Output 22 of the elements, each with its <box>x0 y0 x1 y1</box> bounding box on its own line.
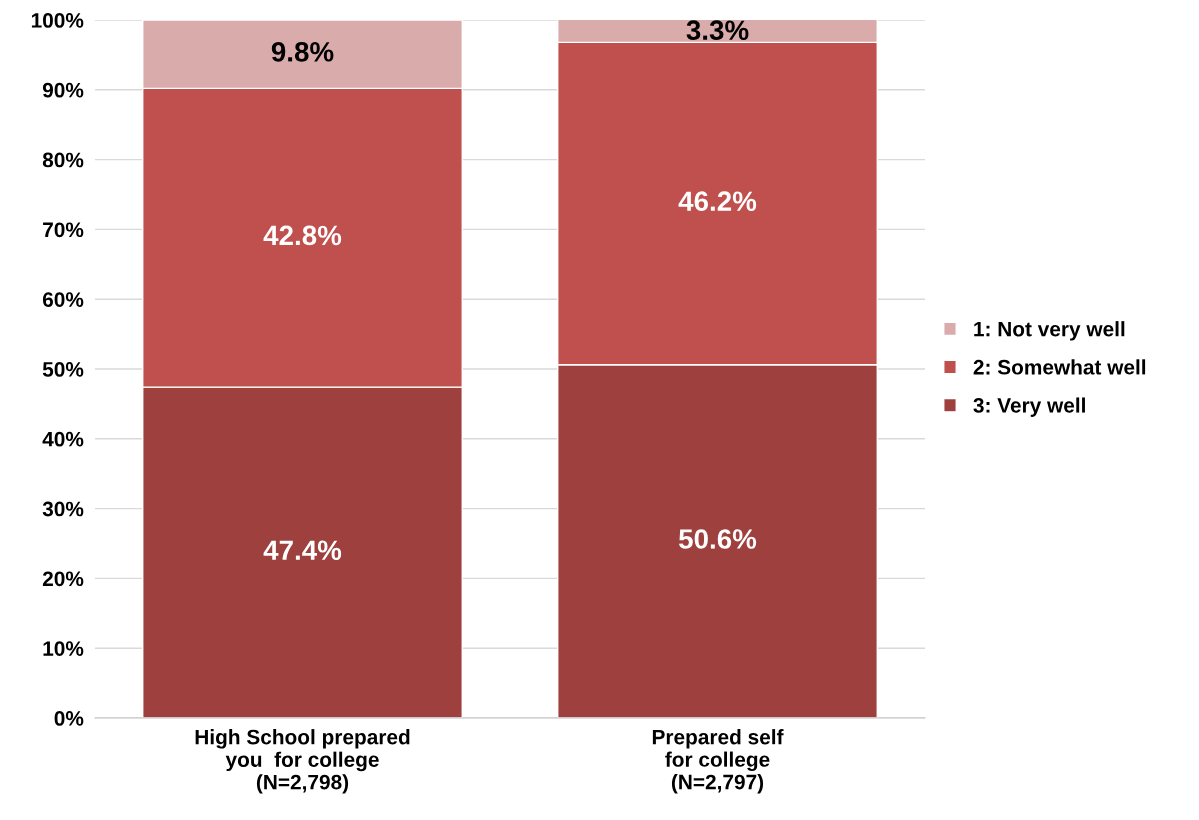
y-tick-label: 0% <box>54 711 84 726</box>
legend-label: 1: Not very well <box>974 321 1125 341</box>
legend-label: 3: Very well <box>973 397 1085 417</box>
y-tick-label: 30% <box>42 501 84 517</box>
y-tick-label: 70% <box>43 222 84 238</box>
y-tick-label: 10% <box>43 641 84 656</box>
data-label: 42.8% <box>263 225 342 246</box>
y-tick-label: 80% <box>42 152 84 168</box>
data-label: 50.6% <box>678 529 757 549</box>
legend-label: 2: Somewhat well <box>973 359 1146 375</box>
y-tick-label: 100% <box>31 13 84 28</box>
y-tick-label: 50% <box>42 362 84 377</box>
y-tick-label: 20% <box>42 571 84 587</box>
y-tick-label: 40% <box>42 431 84 447</box>
data-label: 46.2% <box>678 191 757 212</box>
x-tick-label: High School prepared you for college (N=2,798) <box>195 729 410 794</box>
data-label: 47.4% <box>263 540 342 560</box>
x-tick-label: Prepared self for college (N=2,797) <box>652 729 784 794</box>
data-label: 3.3% <box>686 20 749 41</box>
data-label: 9.8% <box>271 41 334 62</box>
y-tick-label: 90% <box>42 82 84 98</box>
y-tick-label: 60% <box>42 292 84 307</box>
